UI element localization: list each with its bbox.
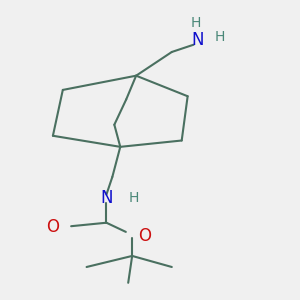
Text: N: N — [100, 189, 113, 207]
Text: H: H — [190, 16, 201, 30]
Text: H: H — [215, 30, 225, 44]
Text: H: H — [129, 191, 139, 205]
Text: O: O — [138, 227, 151, 245]
Text: N: N — [191, 31, 204, 49]
Text: O: O — [46, 218, 59, 236]
